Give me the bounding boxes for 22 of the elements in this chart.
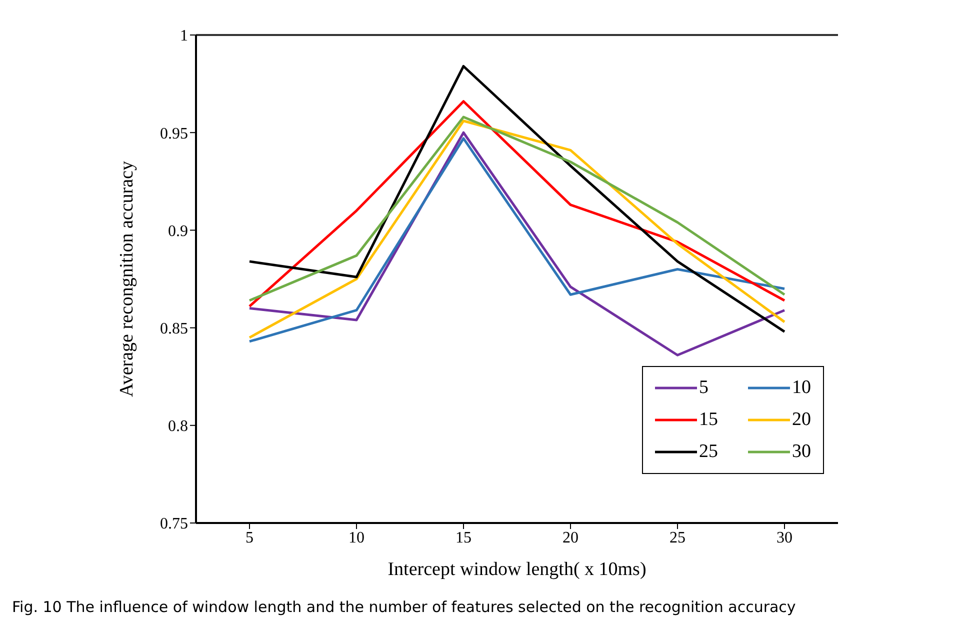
legend-label: 25: [699, 441, 718, 463]
y-tick-label: 0.75: [160, 516, 188, 533]
y-tick-label: 0.9: [168, 222, 188, 240]
line-series: [248, 64, 786, 333]
x-tick-label: 30: [776, 529, 792, 546]
legend-label: 20: [792, 409, 811, 431]
legend-label: 15: [699, 409, 718, 431]
x-tick-label: 25: [670, 529, 686, 546]
caption: Fig. 10 The influence of window length and the number of features selected on the recognition accuracy: [12, 598, 797, 616]
x-tick-label: 5: [246, 529, 254, 546]
x-axis-title: Intercept window length( x 10ms): [388, 559, 646, 580]
x-tick-label: 20: [562, 529, 578, 546]
y-tick-label: 0.8: [168, 418, 188, 436]
legend-label: 10: [792, 377, 811, 399]
y-tick-label: 0.95: [160, 125, 188, 142]
x-tick-label: 15: [456, 529, 472, 546]
y-tick-label: 1: [180, 28, 188, 45]
legend-label: 5: [699, 377, 708, 399]
y-tick-label: 0.85: [160, 320, 188, 338]
legend-label: 30: [792, 441, 811, 463]
y-axis-title: Average recongnition accuracy: [116, 160, 138, 397]
x-tick-label: 10: [348, 529, 364, 546]
